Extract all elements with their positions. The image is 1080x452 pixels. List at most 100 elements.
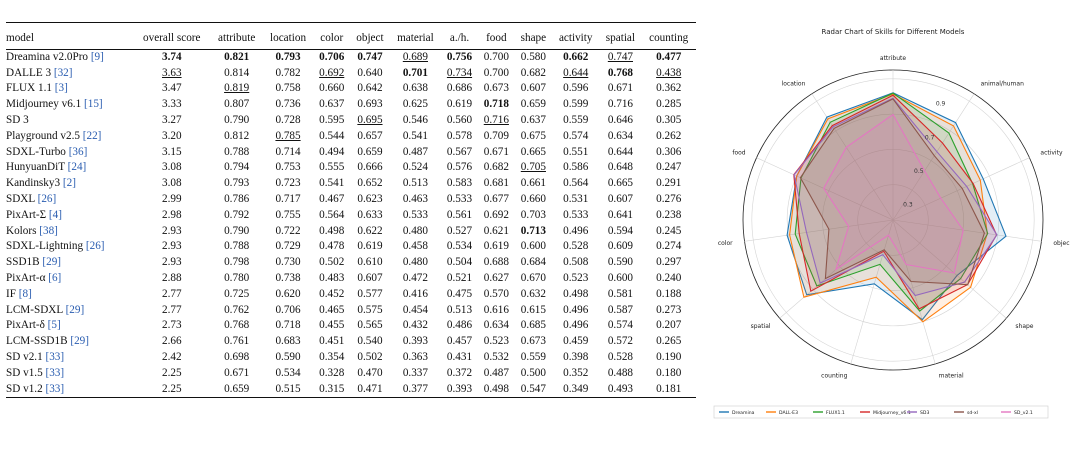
citation-link[interactable]: [2]: [62, 177, 76, 190]
score-cell: 0.540: [357, 335, 383, 348]
table-row: SDXL-Lightning [26] 2.93 0.788 0.729 0.478 0.…: [6, 239, 696, 255]
model-name-cell: IF [8]: [6, 287, 133, 303]
score-cell: 0.547: [520, 382, 546, 395]
score-cell: 0.619: [483, 240, 509, 253]
legend-label: Midjourney_v6.1: [873, 410, 911, 416]
citation-link[interactable]: [33]: [45, 382, 65, 395]
score-cell: 0.648: [607, 161, 633, 174]
score-cell: 0.564: [319, 208, 345, 221]
score-cell: 0.701: [402, 66, 428, 79]
citation-link[interactable]: [29]: [42, 256, 62, 269]
axis-label: attribute: [880, 55, 906, 62]
citation-link[interactable]: [24]: [67, 161, 87, 174]
score-cell: 2.77: [161, 303, 182, 316]
score-cell: 0.670: [520, 271, 546, 284]
score-cell: 0.570: [483, 287, 509, 300]
score-cell: 0.555: [319, 161, 345, 174]
score-cell: 0.575: [357, 303, 383, 316]
score-cell: 0.788: [224, 240, 250, 253]
header-shape: shape: [520, 32, 547, 44]
score-cell: 0.590: [607, 256, 633, 269]
score-cell: 0.559: [563, 113, 589, 126]
header-attribute: attribute: [218, 32, 256, 44]
citation-link[interactable]: [32]: [53, 66, 73, 79]
citation-link[interactable]: [33]: [45, 350, 65, 363]
table-row: DALLE 3 [32] 3.63 0.814 0.782 0.692 0.640 0.70…: [6, 66, 696, 82]
axis-spoke: [892, 219, 936, 365]
score-cell: 0.819: [224, 82, 250, 95]
legend-label: sd-xl: [967, 410, 978, 416]
citation-link[interactable]: [36]: [68, 145, 88, 158]
citation-link[interactable]: [15]: [84, 98, 103, 111]
citation-link[interactable]: [29]: [70, 335, 89, 348]
model-name-cell: SDXL-Turbo [36]: [6, 145, 133, 161]
score-cell: 0.533: [402, 208, 428, 221]
score-cell: 0.352: [563, 366, 589, 379]
score-cell: 0.577: [357, 287, 383, 300]
header-food: food: [486, 32, 507, 44]
axis-label: spatial: [751, 323, 771, 330]
score-cell: 0.659: [224, 382, 250, 395]
model-name: SD 3: [6, 113, 29, 126]
model-name-cell: Midjourney v6.1 [15]: [6, 97, 133, 113]
citation-link[interactable]: [8]: [18, 287, 32, 300]
citation-link[interactable]: [3]: [54, 82, 68, 95]
model-name: Kandinsky3: [6, 177, 63, 190]
score-cell: 0.677: [483, 192, 509, 205]
citation-link[interactable]: [29]: [65, 303, 85, 316]
score-cell: 0.398: [563, 350, 589, 363]
citation-link[interactable]: [33]: [45, 366, 65, 379]
score-cell: 0.496: [563, 224, 589, 237]
series-polygon-sd3: [793, 97, 998, 297]
score-cell: 0.486: [446, 319, 473, 332]
citation-link[interactable]: [26]: [37, 192, 57, 205]
citation-link[interactable]: [22]: [82, 129, 102, 142]
score-cell: 0.700: [483, 50, 509, 63]
model-name-cell: Kolors [38]: [6, 224, 133, 240]
score-cell: 0.306: [656, 145, 682, 158]
score-cell: 0.671: [224, 366, 250, 379]
model-name: PixArt-Σ: [6, 208, 49, 221]
score-cell: 0.265: [656, 335, 682, 348]
table-row: FLUX 1.1 [3] 3.47 0.819 0.758 0.660 0.642 0.63…: [6, 81, 696, 97]
score-cell: 0.496: [563, 319, 589, 332]
score-cell: 0.761: [224, 335, 250, 348]
axis-label: food: [732, 150, 745, 157]
table-row: SD v1.5 [33] 2.25 0.671 0.534 0.328 0.470 0.33…: [6, 366, 696, 382]
score-cell: 0.457: [446, 335, 473, 348]
score-cell: 0.544: [319, 129, 345, 142]
header-activity: activity: [558, 32, 593, 44]
score-cell: 0.452: [319, 287, 345, 300]
citation-link[interactable]: [26]: [85, 240, 105, 253]
score-cell: 2.66: [161, 335, 182, 348]
score-cell: 0.794: [224, 161, 250, 174]
score-cell: 0.502: [357, 350, 383, 363]
citation-link[interactable]: [4]: [48, 208, 62, 221]
score-cell: 0.768: [224, 319, 250, 332]
citation-link[interactable]: [5]: [47, 319, 61, 332]
citation-link[interactable]: [38]: [39, 224, 58, 237]
score-cell: 0.274: [656, 240, 682, 253]
score-cell: 2.73: [161, 319, 182, 332]
score-cell: 3.20: [161, 129, 182, 142]
score-cell: 0.692: [319, 66, 345, 79]
score-cell: 0.594: [607, 224, 633, 237]
header-material: material: [397, 32, 434, 44]
score-cell: 0.659: [357, 145, 383, 158]
model-name: SDXL-Lightning: [6, 240, 86, 253]
table-row: PixArt-α [6] 2.88 0.780 0.738 0.483 0.607 0.47…: [6, 271, 696, 287]
score-cell: 0.297: [656, 256, 682, 269]
score-cell: 0.807: [224, 98, 250, 111]
score-cell: 3.74: [161, 50, 182, 63]
score-cell: 0.734: [446, 66, 473, 79]
score-cell: 0.709: [483, 129, 509, 142]
model-name-cell: SDXL [26]: [6, 192, 133, 208]
citation-link[interactable]: [9]: [90, 50, 104, 63]
score-cell: 0.487: [483, 366, 509, 379]
header-object: object: [356, 32, 384, 44]
citation-link[interactable]: [6]: [48, 271, 62, 284]
table-row: SDXL [26] 2.99 0.786 0.717 0.467 0.623 0.463 0.…: [6, 192, 696, 208]
model-name-cell: LCM-SSD1B [29]: [6, 334, 133, 350]
score-cell: 0.793: [275, 50, 301, 63]
score-cell: 0.692: [483, 208, 509, 221]
